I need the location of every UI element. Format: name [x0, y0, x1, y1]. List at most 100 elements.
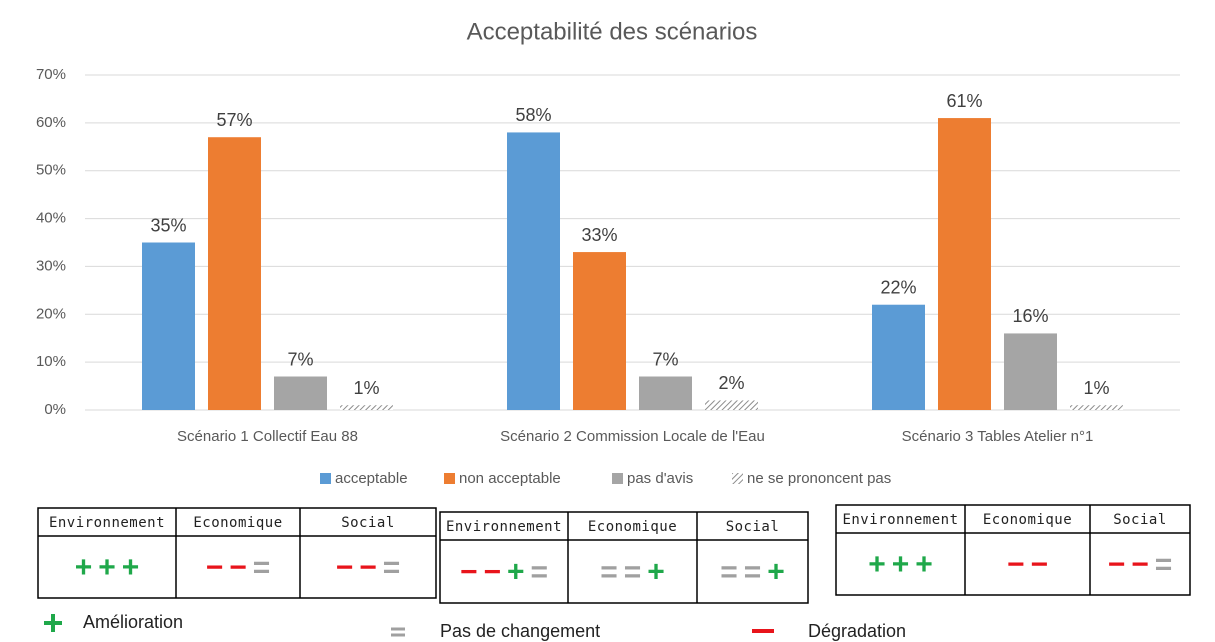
value-label: 35% [150, 215, 186, 235]
symbol: = [600, 555, 624, 588]
table-cell: −−= [206, 551, 277, 584]
value-label: 22% [880, 277, 916, 297]
table-border [835, 504, 1191, 596]
bar [142, 242, 195, 410]
table-border [37, 507, 437, 599]
legend-swatch [320, 473, 331, 484]
y-tick-label: 40% [36, 210, 66, 227]
key-label: Dégradation [808, 621, 906, 641]
symbol: = [253, 551, 277, 584]
y-tick-label: 20% [36, 305, 66, 322]
symbol: + [647, 555, 671, 588]
symbol: − [229, 551, 253, 584]
bar [340, 405, 393, 410]
symbol: + [122, 551, 146, 584]
score-table: Environnement Economique Social−−+= ==+ ==+ [439, 511, 809, 604]
table-cell: ==+ [600, 555, 671, 588]
symbol: − [1007, 548, 1031, 581]
key: Amélioration Pas de changement Dégradati… [44, 612, 906, 641]
y-tick-label: 50% [36, 162, 66, 179]
table-cell: −− [1007, 548, 1054, 581]
value-label: 16% [1012, 306, 1048, 326]
y-tick-label: 70% [36, 66, 66, 83]
value-label: 61% [946, 91, 982, 111]
table-cell: −−= [1108, 548, 1179, 581]
score-table: Environnement Economique Social+++ −− −−= [835, 504, 1191, 596]
table-border [439, 511, 809, 604]
table-header: Economique [588, 519, 677, 535]
bar [573, 252, 626, 410]
bar [872, 304, 925, 410]
bar [1004, 333, 1057, 410]
y-tick-label: 30% [36, 257, 66, 274]
legend-label: ne se prononcent pas [747, 470, 891, 487]
table-cell: +++ [868, 548, 939, 581]
table-header: Economique [983, 512, 1072, 528]
table-header: Environnement [842, 512, 958, 528]
symbol: − [460, 555, 484, 588]
symbol: + [892, 548, 916, 581]
symbol: = [383, 551, 407, 584]
symbol: = [624, 555, 648, 588]
legend-label: acceptable [335, 470, 408, 487]
symbol: − [1031, 548, 1055, 581]
symbol: + [868, 548, 892, 581]
bar [705, 400, 758, 410]
symbol: = [531, 555, 555, 588]
bar [639, 376, 692, 410]
value-label: 1% [353, 378, 379, 398]
value-label: 7% [287, 349, 313, 369]
chart-title: Acceptabilité des scénarios [467, 18, 758, 45]
bar [274, 376, 327, 410]
table-header: Environnement [446, 519, 562, 535]
symbol: − [336, 551, 360, 584]
bar [1070, 405, 1123, 410]
value-label: 1% [1083, 378, 1109, 398]
legend-label: pas d'avis [627, 470, 693, 487]
symbol: − [1108, 548, 1132, 581]
score-table: Environnement Economique Social+++ −−= −−= [37, 507, 437, 599]
symbol: + [767, 555, 791, 588]
key-label: Amélioration [83, 612, 183, 632]
symbol: = [720, 555, 744, 588]
table-header: Social [726, 519, 780, 535]
plus-icon [44, 614, 62, 632]
bar [938, 118, 991, 411]
y-tick-label: 0% [44, 401, 66, 418]
symbol: + [75, 551, 99, 584]
symbol: + [507, 555, 531, 588]
value-label: 57% [216, 110, 252, 130]
symbol: − [483, 555, 507, 588]
table-cell: +++ [75, 551, 146, 584]
legend-label: non acceptable [459, 470, 561, 487]
x-tick-label: Scénario 1 Collectif Eau 88 [177, 428, 358, 445]
legend-swatch [444, 473, 455, 484]
symbol: + [98, 551, 122, 584]
value-label: 7% [652, 349, 678, 369]
value-label: 58% [515, 105, 551, 125]
symbol: − [1131, 548, 1155, 581]
table-cell: ==+ [720, 555, 791, 588]
legend-swatch [732, 473, 743, 484]
x-tick-label: Scénario 3 Tables Atelier n°1 [902, 428, 1094, 445]
y-tick-label: 60% [36, 114, 66, 131]
table-header: Social [341, 515, 395, 531]
symbol: + [915, 548, 939, 581]
legend-swatch [612, 473, 623, 484]
y-tick-label: 10% [36, 353, 66, 370]
table-cell: −−= [336, 551, 407, 584]
key-label: Pas de changement [440, 621, 600, 641]
table-header: Environnement [49, 515, 165, 531]
symbol: − [206, 551, 230, 584]
symbol: − [359, 551, 383, 584]
value-label: 2% [718, 373, 744, 393]
table-header: Economique [193, 515, 282, 531]
bar [208, 137, 261, 410]
symbol: = [1155, 548, 1179, 581]
value-label: 33% [581, 225, 617, 245]
table-header: Social [1113, 512, 1167, 528]
table-cell: −−+= [460, 555, 554, 588]
x-tick-label: Scénario 2 Commission Locale de l'Eau [500, 428, 765, 445]
equal-icon [391, 627, 405, 637]
